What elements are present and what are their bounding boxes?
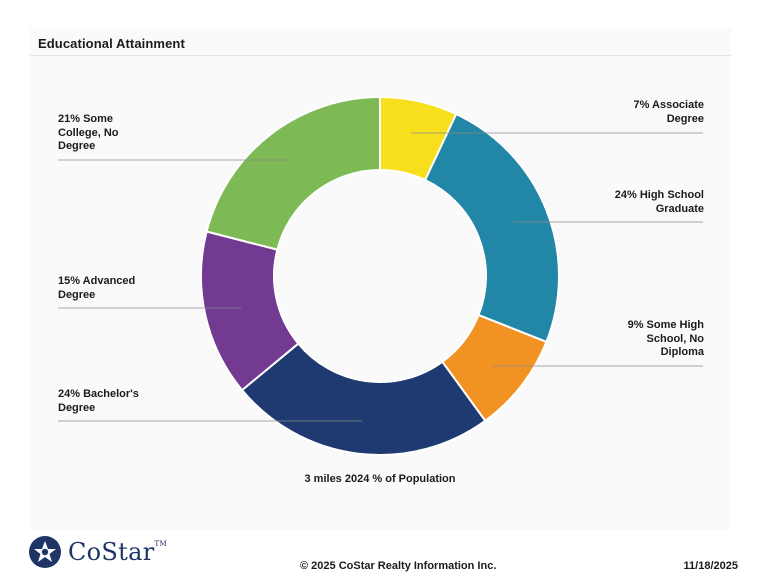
costar-star-icon <box>29 536 61 568</box>
slice-label-line: 24% Bachelor's <box>58 388 139 400</box>
slice-label: 15% Advanced Degree <box>58 275 135 302</box>
slice-label-line: 24% High School <box>614 189 704 201</box>
slice-label-line: School, No <box>646 332 704 345</box>
brand-name: CoStarTM <box>68 538 167 566</box>
copyright-text: © 2025 CoStar Realty Information Inc. <box>300 560 497 572</box>
donut-slice-some-college-no-degree <box>205 95 381 251</box>
report-date: 11/18/2025 <box>683 560 738 572</box>
donut-slice-high-school-graduate <box>423 112 560 344</box>
chart-title: Educational Attainment <box>38 36 185 51</box>
slice-label-line: Graduate <box>655 202 704 215</box>
chart-subtitle: 3 miles 2024 % of Population <box>304 473 456 485</box>
slice-label: 24% High School Graduate <box>615 189 704 216</box>
slice-label: 7% Associate Degree <box>633 99 704 126</box>
slice-label-line: Degree <box>58 288 96 301</box>
slice-label-line: Degree <box>58 401 96 414</box>
title-divider <box>30 55 731 56</box>
slice-label: 21% Some College, No Degree <box>58 113 119 154</box>
slice-label: 24% Bachelor's Degree <box>58 388 139 415</box>
slice-label-line: 15% Advanced <box>58 275 136 287</box>
donut-slice-bachelor-s-degree <box>240 342 487 456</box>
costar-logo: CoStarTM <box>28 534 167 570</box>
slice-label-line: Degree <box>666 112 704 125</box>
slice-label: 9% Some High School, No Diploma <box>628 319 704 360</box>
slice-label-line: Diploma <box>660 346 704 358</box>
slice-label-line: 9% Some High <box>627 319 704 331</box>
slice-label-line: Degree <box>58 140 96 152</box>
slice-label-line: 21% Some <box>58 113 114 125</box>
slice-label-line: College, No <box>58 126 119 139</box>
slice-label-line: 7% Associate <box>633 99 704 111</box>
